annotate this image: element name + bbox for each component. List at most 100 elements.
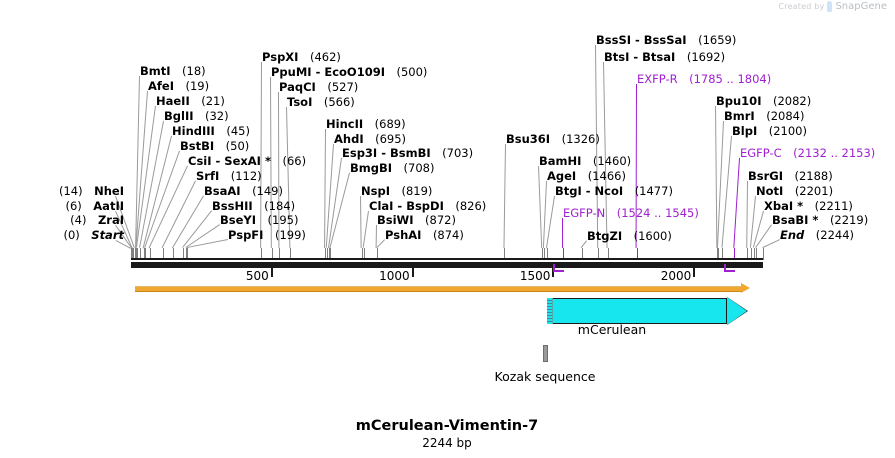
- restriction-cut-tick: [362, 248, 363, 260]
- enzyme-label[interactable]: BsiWI (872): [377, 214, 456, 226]
- enzyme-label[interactable]: BssHII (184): [212, 200, 295, 212]
- enzyme-label[interactable]: (14) NheI: [59, 185, 124, 197]
- ruler-tick: [552, 268, 555, 277]
- enzyme-label-name: EGFP-N: [563, 206, 606, 220]
- enzyme-label-position: (1460): [592, 154, 632, 168]
- enzyme-label-position: (826): [455, 199, 487, 213]
- enzyme-label[interactable]: BlpI (2100): [732, 125, 807, 137]
- enzyme-label[interactable]: (4) ZraI: [70, 214, 124, 226]
- enzyme-label-name: AatII: [93, 199, 124, 213]
- enzyme-label[interactable]: Bpu10I (2082): [716, 95, 811, 107]
- enzyme-label-name: HindIII: [172, 124, 215, 138]
- feature-bracket-stem: [553, 264, 555, 272]
- restriction-cut-tick: [598, 248, 599, 260]
- enzyme-label[interactable]: BtgZI (1600): [587, 230, 672, 242]
- leader-line: [721, 135, 732, 248]
- enzyme-label[interactable]: PshAI (874): [385, 229, 464, 241]
- enzyme-label-name: BsrGI: [748, 169, 783, 183]
- enzyme-label[interactable]: Bsu36I (1326): [506, 133, 600, 145]
- enzyme-label-name: BmtI: [140, 64, 171, 78]
- enzyme-label[interactable]: HaeII (21): [156, 95, 225, 107]
- enzyme-label-position: (66): [282, 154, 307, 168]
- ruler-tick: [411, 268, 414, 277]
- feature-tick: [563, 248, 565, 260]
- enzyme-label-name: PshAI: [385, 228, 422, 242]
- page-title: mCerulean-Vimentin-7: [355, 418, 539, 434]
- watermark-brand: SnapGene: [835, 1, 887, 12]
- enzyme-label[interactable]: AfeI (19): [148, 80, 209, 92]
- enzyme-label[interactable]: PaqCI (527): [279, 81, 358, 93]
- enzyme-label-position: (1326): [561, 132, 600, 146]
- enzyme-label[interactable]: Esp3I - BsmBI (703): [342, 147, 473, 159]
- enzyme-label[interactable]: BsaAI (149): [204, 185, 283, 197]
- enzyme-label-name: Bpu10I: [716, 94, 762, 108]
- enzyme-label[interactable]: BmtI (18): [140, 65, 206, 77]
- enzyme-label[interactable]: (0) Start: [63, 229, 124, 241]
- restriction-cut-tick: [751, 248, 752, 260]
- enzyme-label[interactable]: PspFI (199): [228, 229, 306, 241]
- enzyme-label-name: BtgI - NcoI: [555, 184, 624, 198]
- enzyme-label[interactable]: BsaBI * (2219): [772, 214, 868, 226]
- enzyme-label[interactable]: NotI (2201): [756, 185, 833, 197]
- enzyme-label[interactable]: HincII (689): [326, 118, 406, 130]
- enzyme-label-name: SrfI: [196, 169, 220, 183]
- enzyme-label-position: (1600): [633, 229, 672, 243]
- enzyme-label-name: BsaAI: [204, 184, 241, 198]
- ruler-tick-label: 1000: [379, 269, 410, 283]
- enzyme-label-name: Bsu36I: [506, 132, 551, 146]
- enzyme-label[interactable]: HindIII (45): [172, 125, 250, 137]
- enzyme-label[interactable]: EGFP-C (2132 .. 2153): [740, 147, 875, 159]
- enzyme-label[interactable]: ClaI - BspDI (826): [369, 200, 486, 212]
- feature-label-kozak: Kozak sequence: [494, 369, 596, 384]
- enzyme-label[interactable]: XbaI * (2211): [764, 200, 853, 212]
- enzyme-label-name: PspXI: [262, 50, 299, 64]
- enzyme-label-name: End: [780, 228, 805, 242]
- enzyme-label[interactable]: (6) AatII: [65, 200, 124, 212]
- enzyme-label[interactable]: BseYI (195): [220, 214, 298, 226]
- enzyme-label[interactable]: BsrGI (2188): [748, 170, 833, 182]
- feature-label-mcerulean: mCerulean: [577, 322, 647, 337]
- restriction-cut-tick: [290, 248, 291, 260]
- enzyme-label[interactable]: BamHI (1460): [539, 155, 631, 167]
- enzyme-label[interactable]: BmrI (2084): [724, 110, 804, 122]
- enzyme-label[interactable]: BstBI (50): [180, 140, 249, 152]
- enzyme-label-name: BseYI: [220, 213, 257, 227]
- enzyme-label[interactable]: CsiI - SexAI * (66): [188, 155, 306, 167]
- enzyme-label-position: (6): [65, 199, 82, 213]
- restriction-cut-tick: [272, 248, 273, 260]
- enzyme-label[interactable]: PpuMI - EcoO109I (500): [271, 66, 427, 78]
- enzyme-label-name: BglII: [164, 109, 194, 123]
- enzyme-label[interactable]: TsoI (566): [287, 96, 355, 108]
- feature-bracket-stem: [724, 264, 726, 272]
- enzyme-label-position: (708): [403, 161, 435, 175]
- enzyme-label[interactable]: BtsI - BtsaI (1692): [604, 51, 725, 63]
- enzyme-label[interactable]: BglII (32): [164, 110, 229, 122]
- restriction-cut-tick: [325, 248, 326, 260]
- enzyme-label[interactable]: BmgBI (708): [350, 162, 434, 174]
- enzyme-label[interactable]: AhdI (695): [334, 133, 406, 145]
- sequence-backbone: [131, 262, 763, 268]
- plasmid-length-label: 2244 bp: [422, 436, 472, 450]
- enzyme-label-name: ZraI: [97, 213, 124, 227]
- restriction-cut-tick: [136, 248, 137, 260]
- enzyme-label[interactable]: BssSI - BssSaI (1659): [596, 34, 736, 46]
- enzyme-label[interactable]: PspXI (462): [262, 51, 341, 63]
- enzyme-label-position: (19): [185, 79, 210, 93]
- restriction-cut-tick: [131, 248, 132, 260]
- enzyme-label-position: (2100): [768, 124, 807, 138]
- feature-kozak-marker[interactable]: [543, 345, 548, 362]
- enzyme-label[interactable]: BtgI - NcoI (1477): [555, 185, 673, 197]
- enzyme-label[interactable]: EGFP-N (1524 .. 1545): [563, 207, 699, 219]
- enzyme-label[interactable]: AgeI (1466): [547, 170, 626, 182]
- restriction-cut-tick: [163, 248, 164, 260]
- ruler-tick: [270, 268, 273, 277]
- snapgene-logo-icon: [827, 1, 833, 12]
- enzyme-label[interactable]: End (2244): [780, 229, 854, 241]
- enzyme-label[interactable]: SrfI (112): [196, 170, 262, 182]
- enzyme-label[interactable]: NspI (819): [361, 185, 432, 197]
- restriction-cut-tick: [137, 248, 138, 260]
- mcerulean-arrow-tail-hatch: [547, 298, 553, 324]
- enzyme-label-position: (1692): [686, 50, 726, 64]
- enzyme-label[interactable]: EXFP-R (1785 .. 1804): [637, 73, 771, 85]
- enzyme-label-position: (566): [323, 95, 355, 109]
